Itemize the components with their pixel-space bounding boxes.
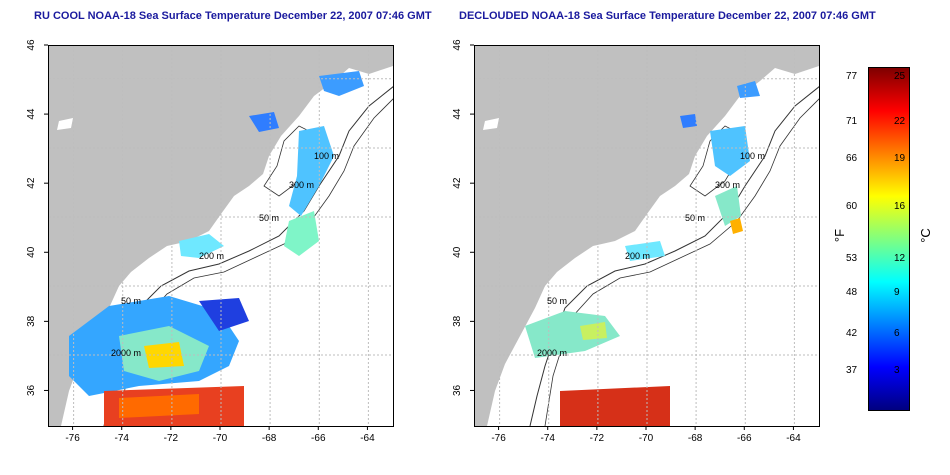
x-tick-label: -74 [114, 433, 129, 444]
contour-label: 50 m [547, 296, 567, 306]
left-map-title: RU COOL NOAA-18 Sea Surface Temperature … [34, 10, 432, 22]
celsius-tick: 12 [894, 252, 906, 264]
sst-patch [730, 218, 743, 234]
sst-patch [199, 298, 249, 331]
x-tick-label: -74 [540, 433, 555, 444]
y-tick-label: 40 [26, 246, 37, 258]
contour-label: 200 m [625, 251, 650, 261]
x-tick-label: -76 [491, 433, 506, 444]
y-tick-label: 40 [452, 246, 463, 258]
contour-label: 50 m [121, 296, 141, 306]
y-tick-label: 44 [452, 108, 463, 120]
x-tick-label: -72 [590, 433, 605, 444]
x-tick-label: -68 [688, 433, 703, 444]
x-tick-label: -76 [65, 433, 80, 444]
contour-label: 100 m [314, 151, 339, 161]
fahrenheit-tick: 53 [846, 252, 858, 264]
right-axes: -76 -74 -72 -70 -68 -66 -64 36 38 40 42 44 46 [452, 39, 801, 444]
contour-label: 50 m [259, 213, 279, 223]
sst-patch [249, 112, 279, 132]
fahrenheit-tick: 66 [846, 153, 858, 165]
land-mass [475, 46, 819, 426]
fahrenheit-tick: 48 [846, 286, 858, 298]
y-tick-label: 38 [26, 315, 37, 327]
contour-label: 300 m [715, 180, 740, 190]
celsius-tick: 9 [894, 286, 900, 298]
x-tick-label: -66 [737, 433, 752, 444]
sst-patch [179, 234, 224, 258]
celsius-tick: 22 [894, 115, 906, 127]
celsius-tick: 16 [894, 201, 906, 213]
celsius-tick: 25 [894, 71, 906, 83]
fahrenheit-unit-label: °F [832, 228, 848, 243]
y-tick-label: 46 [26, 39, 37, 51]
left-axes: -76 -74 -72 -70 -68 -66 -64 36 38 40 42 44 46 [26, 39, 375, 444]
right-sst-map: 100 m 300 m 50 m 200 m 50 m 2000 m [474, 45, 820, 427]
sst-patch [710, 126, 750, 176]
fahrenheit-tick: 77 [846, 71, 858, 83]
celsius-tick: 19 [894, 153, 906, 165]
sst-patch [625, 241, 665, 261]
y-tick-label: 38 [452, 315, 463, 327]
x-tick-label: -70 [213, 433, 228, 444]
x-tick-label: -64 [360, 433, 375, 444]
contour-label: 50 m [685, 213, 705, 223]
right-map-title: DECLOUDED NOAA-18 Sea Surface Temperatur… [459, 10, 876, 22]
fahrenheit-tick: 42 [846, 327, 858, 339]
sst-patch [580, 322, 607, 340]
fahrenheit-tick: 37 [846, 365, 858, 377]
contour-label: 100 m [740, 151, 765, 161]
y-tick-label: 42 [26, 177, 37, 189]
contour-label: 200 m [199, 251, 224, 261]
sst-patch [680, 114, 697, 128]
sst-patch [737, 81, 760, 98]
island [483, 118, 499, 130]
contour-label: 2000 m [111, 348, 141, 358]
y-tick-label: 42 [452, 177, 463, 189]
contour-label: 300 m [289, 180, 314, 190]
contour-label: 2000 m [537, 348, 567, 358]
sst-patch [284, 211, 319, 256]
x-tick-label: -64 [786, 433, 801, 444]
celsius-unit-label: °C [917, 228, 933, 243]
island [57, 118, 73, 130]
x-tick-label: -68 [262, 433, 277, 444]
x-tick-label: -72 [164, 433, 179, 444]
sst-patch [319, 71, 364, 96]
sst-patch [715, 186, 741, 226]
y-tick-label: 44 [26, 108, 37, 120]
land-mass [49, 46, 393, 426]
sst-patch [560, 386, 670, 426]
celsius-tick: 6 [894, 327, 900, 339]
sst-patch [119, 394, 199, 418]
fahrenheit-tick: 71 [846, 115, 858, 127]
celsius-tick: 3 [894, 365, 900, 377]
y-tick-label: 36 [26, 384, 37, 396]
x-tick-label: -70 [639, 433, 654, 444]
y-tick-label: 36 [452, 384, 463, 396]
y-tick-label: 46 [452, 39, 463, 51]
x-tick-label: -66 [311, 433, 326, 444]
fahrenheit-tick: 60 [846, 201, 858, 213]
left-sst-map: 100 m 300 m 50 m 200 m 50 m 2000 m [48, 45, 394, 427]
temperature-colorbar [868, 67, 910, 411]
sst-patch [144, 342, 184, 368]
